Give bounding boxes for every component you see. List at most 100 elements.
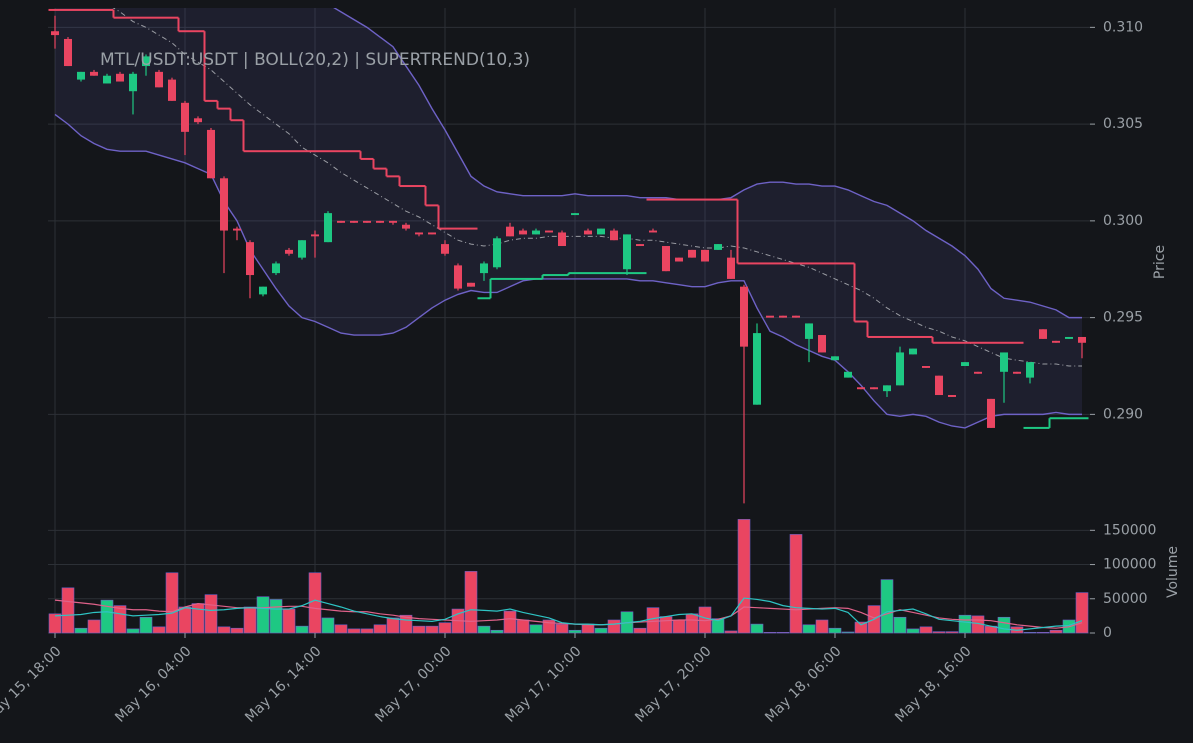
volume-bar [74,627,88,634]
volume-bar [815,619,829,634]
candle-body [77,71,85,80]
candle-body [207,129,215,179]
volume-bar [633,627,647,634]
candle-body [792,315,800,318]
candle-body [675,257,683,262]
candle-body [64,38,72,67]
candle-body [740,286,748,347]
volume-bar [230,627,244,634]
volume-bar [61,587,75,634]
candle-body [1013,371,1021,374]
volume-bar [425,625,439,634]
candle-body [714,244,722,250]
candle-body [480,263,488,274]
volume-bar [659,616,673,634]
volume-bar [607,619,621,634]
volume-bar [776,632,790,634]
volume-bar [854,621,868,634]
band-fill [55,8,1082,428]
volume-bar [646,607,660,634]
candle-body [142,56,150,67]
volume-bar [750,623,764,634]
bollinger-upper [333,8,1082,319]
candle-body [753,333,761,405]
candle-body [662,246,670,272]
volume-bar [594,627,608,634]
candle-body [948,395,956,397]
volume-bar [334,624,348,634]
chart-title: MTL/USDT:USDT | BOLL(20,2) | SUPERTREND(… [100,50,530,70]
candle-body [831,356,839,361]
volume-bar [737,519,751,634]
volume-bar [581,623,595,634]
candle-body [584,230,592,235]
price-panel [48,8,1089,504]
candle-body [116,73,124,82]
volume-bar [1075,592,1089,634]
candle-body [129,73,137,92]
candle-body [1065,336,1073,339]
volume-bar [685,613,699,634]
candle-body [337,220,345,223]
volume-bar [152,626,166,634]
candle-body [389,220,397,223]
volume-bar [763,632,777,634]
volume-bar [672,619,686,634]
candle-body [51,31,59,36]
volume-tick-label: 100000 [1103,557,1156,573]
volume-ma-fast [54,597,1083,631]
volume-bar [906,628,920,634]
candle-body [532,230,540,235]
candle-body [844,371,852,378]
candle-body [701,249,709,262]
candle-body [350,220,358,223]
candle-body [974,371,982,374]
candle-body [727,257,735,279]
y-tick-label: 0.295 [1103,310,1143,326]
candle-body [545,230,553,233]
candle-body [324,213,332,243]
volume-bar [880,579,894,634]
volume-bar [711,618,725,634]
candle-body [571,213,579,216]
candle-body [818,335,826,353]
candle-body [1078,336,1086,343]
candle-body [519,230,527,235]
volume-bar [503,610,517,634]
candle-body [766,315,774,318]
volume-bar [87,619,101,634]
volume-bar [113,605,127,634]
candle-body [181,102,189,132]
volume-bar [191,603,205,634]
volume-axis-label: Volume [1165,546,1181,598]
volume-bar [360,628,374,634]
volume-bar [841,631,855,634]
volume-bar [555,623,569,634]
volume-bar [204,594,218,634]
volume-bar [997,616,1011,634]
candle-body [194,118,202,123]
volume-bar [256,596,270,634]
candle-body [155,71,163,88]
volume-bar [1049,629,1063,634]
candle-body [246,242,254,276]
y-tick-label: 0.290 [1103,406,1143,422]
volume-bar [373,624,387,634]
volume-bar [568,629,582,634]
volume-tick-label: 150000 [1103,522,1156,538]
candle-body [597,228,605,235]
candle-body [402,224,410,229]
volume-bar [724,630,738,634]
volume-bar [516,619,530,634]
volume-bar [919,626,933,634]
volume-bar [958,614,972,634]
candle-body [493,238,501,268]
volume-bar [802,624,816,634]
candle-body [1026,362,1034,378]
candle-body [1039,329,1047,339]
candle-body [441,244,449,254]
candle-body [220,178,228,231]
volume-bar [412,625,426,634]
